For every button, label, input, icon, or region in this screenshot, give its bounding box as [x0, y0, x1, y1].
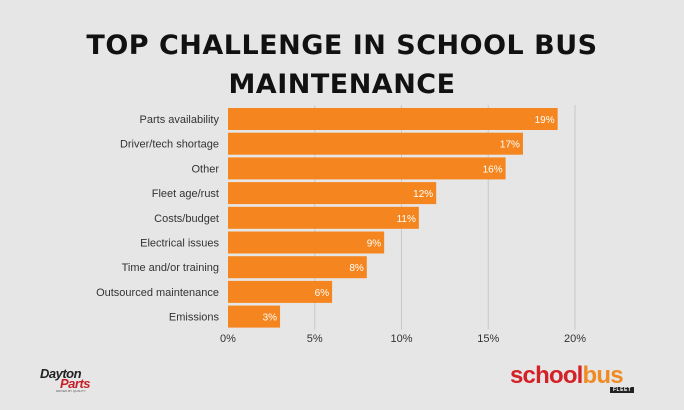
value-label-6: 8%: [349, 263, 364, 274]
bar-5: [228, 231, 385, 254]
category-label-5: Electrical issues: [140, 238, 219, 250]
x-tick-label-3: 15%: [477, 333, 499, 345]
x-tick-label-0: 0%: [220, 333, 236, 345]
category-label-3: Fleet age/rust: [152, 188, 219, 200]
value-label-5: 9%: [367, 239, 382, 250]
logo-right-part2: bus: [582, 362, 624, 389]
logo-right-part1: school: [510, 362, 583, 389]
bar-4: [228, 206, 419, 229]
category-label-2: Other: [191, 163, 219, 175]
x-tick-label-2: 10%: [390, 333, 412, 345]
logo-right-badge: FLEET: [610, 387, 635, 393]
value-label-8: 3%: [263, 313, 278, 324]
value-label-1: 17%: [500, 140, 520, 151]
value-label-4: 11%: [397, 214, 416, 225]
school-bus-fleet-logo: schoolbus FLEET: [510, 362, 650, 396]
category-label-1: Driver/tech shortage: [120, 139, 219, 151]
logo-left-line2: Parts: [60, 376, 91, 391]
category-label-7: Outsourced maintenance: [96, 287, 219, 299]
bar-3: [228, 182, 437, 205]
logo-left-line1: Dayton: [40, 366, 82, 381]
value-label-2: 16%: [483, 164, 503, 175]
bar-2: [228, 157, 506, 180]
bar-7: [228, 280, 333, 303]
category-label-8: Emissions: [169, 312, 220, 324]
value-label-3: 12%: [413, 189, 433, 200]
x-tick-label-1: 5%: [307, 333, 323, 345]
category-label-0: Parts availability: [140, 114, 220, 126]
category-label-6: Time and/or training: [122, 262, 219, 274]
logo-left-tagline: DRIVEN BY QUALITY: [56, 389, 86, 393]
value-label-7: 6%: [315, 288, 330, 299]
category-label-4: Costs/budget: [154, 213, 219, 225]
bar-0: [228, 108, 558, 130]
bar-6: [228, 256, 367, 279]
value-label-0: 19%: [535, 115, 555, 126]
x-tick-label-4: 20%: [564, 333, 586, 345]
bar-8: [228, 305, 281, 328]
chart-title: TOP CHALLENGE IN SCHOOL BUS MAINTENANCE: [86, 30, 598, 100]
bar-1: [228, 132, 523, 155]
dayton-parts-logo: Dayton Parts DRIVEN BY QUALITY: [38, 366, 110, 393]
